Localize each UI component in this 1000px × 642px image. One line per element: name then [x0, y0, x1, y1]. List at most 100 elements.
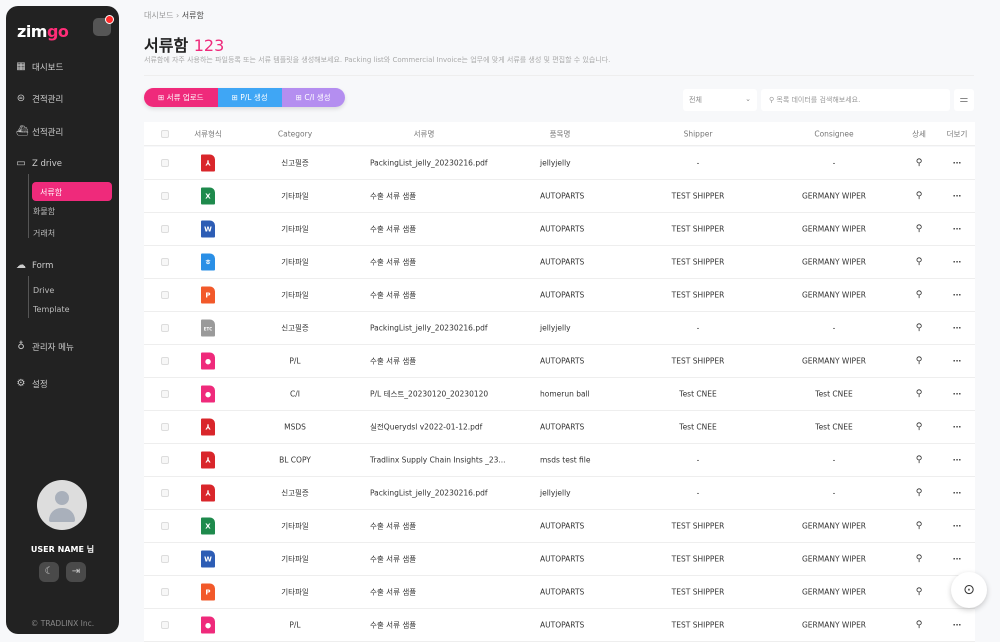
more-options-icon[interactable]: ··· — [952, 224, 962, 234]
sidebar-item-quotes[interactable]: ⊜ 견적관리 — [16, 93, 63, 106]
table-row[interactable]: ● P/L 수출 서류 샘플 AUTOPARTS TEST SHIPPER GE… — [144, 609, 975, 642]
document-name[interactable]: 수출 서류 샘플 — [370, 257, 417, 267]
sidebar-item-admin[interactable]: ♁ 관리자 메뉴 — [16, 341, 73, 354]
row-checkbox[interactable] — [161, 555, 169, 563]
more-options-icon[interactable]: ··· — [952, 356, 962, 366]
breadcrumb-parent[interactable]: 대시보드 — [144, 11, 174, 20]
sidebar-item-zdrive[interactable]: ▭ Z drive — [16, 158, 62, 170]
detail-search-icon[interactable]: ⚲ — [915, 455, 923, 465]
row-checkbox[interactable] — [161, 423, 169, 431]
row-checkbox[interactable] — [161, 489, 169, 497]
row-checkbox[interactable] — [161, 291, 169, 299]
detail-search-icon[interactable]: ⚲ — [915, 290, 923, 300]
more-options-icon[interactable]: ··· — [952, 389, 962, 399]
document-name[interactable]: 수출 서류 샘플 — [370, 554, 417, 564]
detail-search-icon[interactable]: ⚲ — [915, 587, 923, 597]
create-ci-button[interactable]: ⊞ C/I 생성 — [281, 88, 345, 107]
row-checkbox[interactable] — [161, 192, 169, 200]
detail-search-icon[interactable]: ⚲ — [915, 356, 923, 366]
more-options-icon[interactable]: ··· — [952, 191, 962, 201]
create-pl-button[interactable]: ⊞ P/L 생성 — [217, 88, 282, 107]
sidebar-sub-partners[interactable]: 거래처 — [33, 229, 56, 238]
detail-search-icon[interactable]: ⚲ — [915, 158, 923, 168]
sidebar-item-settings[interactable]: ⚙ 설정 — [16, 378, 48, 391]
table-row[interactable]: ● P/L 수출 서류 샘플 AUTOPARTS TEST SHIPPER GE… — [144, 345, 975, 378]
document-name[interactable]: 수출 서류 샘플 — [370, 356, 417, 366]
search-input[interactable]: ⚲ 목록 데이터를 검색해보세요. — [761, 89, 950, 111]
detail-search-icon[interactable]: ⚲ — [915, 620, 923, 630]
row-checkbox[interactable] — [161, 324, 169, 332]
table-row[interactable]: ● C/I P/L 테스트_20230120_20230120 homerun … — [144, 378, 975, 411]
table-row[interactable]: W 기타파일 수출 서류 샘플 AUTOPARTS TEST SHIPPER G… — [144, 213, 975, 246]
row-checkbox[interactable] — [161, 159, 169, 167]
table-row[interactable]: P 기타파일 수출 서류 샘플 AUTOPARTS TEST SHIPPER G… — [144, 576, 975, 609]
table-row[interactable]: ⅄ BL COPY Tradlinx Supply Chain Insights… — [144, 444, 975, 477]
detail-search-icon[interactable]: ⚲ — [915, 389, 923, 399]
more-options-icon[interactable]: ··· — [952, 257, 962, 267]
dark-mode-button[interactable]: ☾ — [39, 562, 59, 582]
detail-search-icon[interactable]: ⚲ — [915, 554, 923, 564]
detail-search-icon[interactable]: ⚲ — [915, 521, 923, 531]
table-row[interactable]: ⅄ 신고필증 PackingList_jelly_20230216.pdf je… — [144, 147, 975, 180]
row-checkbox[interactable] — [161, 522, 169, 530]
document-name[interactable]: 수출 서류 샘플 — [370, 224, 417, 234]
more-options-icon[interactable]: ··· — [952, 488, 962, 498]
document-name[interactable]: 수출 서류 샘플 — [370, 620, 417, 630]
upload-document-button[interactable]: ⊞ 서류 업로드 — [144, 88, 218, 107]
more-options-icon[interactable]: ··· — [952, 158, 962, 168]
table-row[interactable]: ⅄ 신고필증 PackingList_jelly_20230216.pdf je… — [144, 477, 975, 510]
detail-search-icon[interactable]: ⚲ — [915, 422, 923, 432]
row-checkbox[interactable] — [161, 258, 169, 266]
document-name[interactable]: 실전Querydsl v2022-01-12.pdf — [370, 422, 483, 432]
more-options-icon[interactable]: ··· — [952, 521, 962, 531]
document-name[interactable]: PackingList_jelly_20230216.pdf — [370, 158, 488, 168]
document-name[interactable]: PackingList_jelly_20230216.pdf — [370, 323, 488, 333]
more-options-icon[interactable]: ··· — [952, 554, 962, 564]
document-name[interactable]: 수출 서류 샘플 — [370, 290, 417, 300]
chat-support-button[interactable]: ⊙ — [951, 572, 987, 608]
detail-search-icon[interactable]: ⚲ — [915, 323, 923, 333]
more-options-icon[interactable]: ··· — [952, 323, 962, 333]
table-row[interactable]: ㅎ 기타파일 수출 서류 샘플 AUTOPARTS TEST SHIPPER G… — [144, 246, 975, 279]
document-name[interactable]: 수출 서류 샘플 — [370, 191, 417, 201]
row-checkbox[interactable] — [161, 588, 169, 596]
category-select[interactable]: ⌄ 전체 — [683, 89, 757, 111]
drive-icon: ▭ — [16, 158, 26, 169]
document-name[interactable]: P/L 테스트_20230120_20230120 — [370, 389, 489, 399]
detail-search-icon[interactable]: ⚲ — [915, 257, 923, 267]
more-options-icon[interactable]: ··· — [952, 290, 962, 300]
document-name[interactable]: Tradlinx Supply Chain Insights _23... — [370, 455, 506, 465]
logo[interactable]: zimgo — [17, 22, 69, 41]
sidebar-sub-template[interactable]: Template — [33, 305, 70, 314]
row-checkbox[interactable] — [161, 390, 169, 398]
detail-search-icon[interactable]: ⚲ — [915, 224, 923, 234]
document-name[interactable]: 수출 서류 샘플 — [370, 587, 417, 597]
detail-search-icon[interactable]: ⚲ — [915, 191, 923, 201]
row-checkbox[interactable] — [161, 357, 169, 365]
table-row[interactable]: P 기타파일 수출 서류 샘플 AUTOPARTS TEST SHIPPER G… — [144, 279, 975, 312]
sidebar-item-dashboard[interactable]: ▦ 대시보드 — [16, 61, 63, 74]
logout-button[interactable]: ⇥ — [66, 562, 86, 582]
row-checkbox[interactable] — [161, 456, 169, 464]
row-checkbox[interactable] — [161, 225, 169, 233]
select-all-checkbox[interactable] — [161, 129, 169, 138]
table-row[interactable]: ETC 신고필증 PackingList_jelly_20230216.pdf … — [144, 312, 975, 345]
sidebar-sub-documents[interactable]: 서류함 — [32, 182, 112, 201]
table-row[interactable]: ⅄ MSDS 실전Querydsl v2022-01-12.pdf AUTOPA… — [144, 411, 975, 444]
filter-settings-button[interactable]: ⚌ — [954, 89, 974, 111]
more-options-icon[interactable]: ··· — [952, 620, 962, 630]
table-row[interactable]: X 기타파일 수출 서류 샘플 AUTOPARTS TEST SHIPPER G… — [144, 180, 975, 213]
table-row[interactable]: W 기타파일 수출 서류 샘플 AUTOPARTS TEST SHIPPER G… — [144, 543, 975, 576]
row-checkbox[interactable] — [161, 621, 169, 629]
sidebar-sub-cargo[interactable]: 화물함 — [33, 207, 56, 216]
sidebar-item-shipments[interactable]: ⛴ 선적관리 — [16, 126, 63, 139]
document-name[interactable]: 수출 서류 샘플 — [370, 521, 417, 531]
more-options-icon[interactable]: ··· — [952, 422, 962, 432]
notification-bell-icon[interactable] — [93, 15, 114, 36]
detail-search-icon[interactable]: ⚲ — [915, 488, 923, 498]
sidebar-item-form[interactable]: ☁ Form — [16, 261, 53, 272]
document-name[interactable]: PackingList_jelly_20230216.pdf — [370, 488, 488, 498]
table-row[interactable]: X 기타파일 수출 서류 샘플 AUTOPARTS TEST SHIPPER G… — [144, 510, 975, 543]
sidebar-sub-drive[interactable]: Drive — [33, 286, 55, 295]
more-options-icon[interactable]: ··· — [952, 455, 962, 465]
